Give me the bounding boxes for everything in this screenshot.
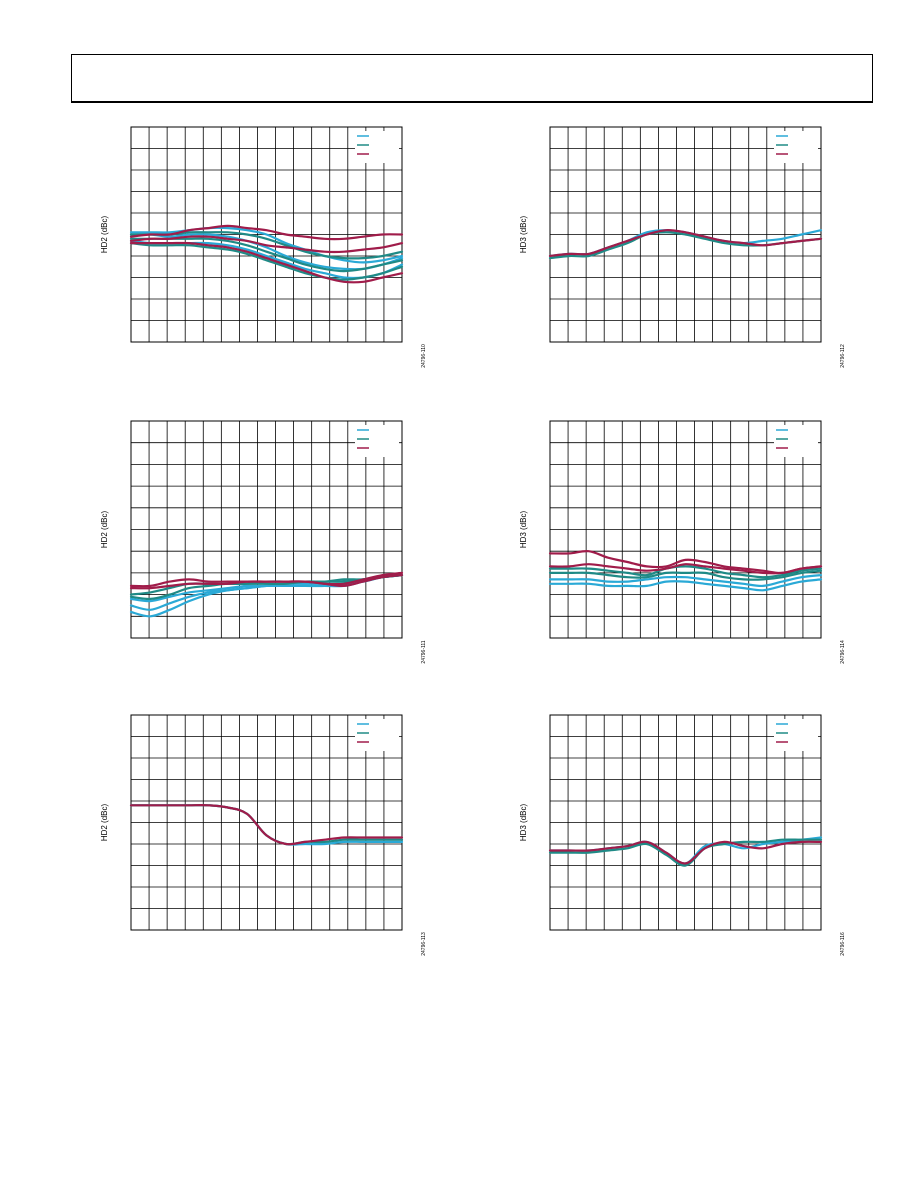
series-line-9 <box>129 241 404 284</box>
figure-code: 24796-110 <box>421 344 427 368</box>
series-line-3 <box>548 229 823 258</box>
page-header-box <box>71 54 873 103</box>
series-line-1 <box>548 574 823 588</box>
chart-2: HD3 (dBc) 24796-112 <box>519 126 846 368</box>
figure-code: 24796-111 <box>421 640 427 663</box>
series-line-3 <box>129 804 404 846</box>
chart-6: HD3 (dBc) 24796-116 <box>519 714 846 956</box>
y-axis-label: HD2 (dBc) <box>100 215 109 253</box>
series-line-6 <box>129 242 404 281</box>
figure-code: 24796-113 <box>421 932 427 956</box>
chart-1: HD2 (dBc) 24796-110 <box>100 126 427 368</box>
series-line-6 <box>548 563 823 575</box>
y-axis-label: HD3 (dBc) <box>519 803 528 841</box>
y-axis-label: HD2 (dBc) <box>100 803 109 841</box>
series-line-8 <box>129 235 404 254</box>
chart-5: HD2 (dBc) 24796-113 <box>100 714 427 956</box>
chart-3: HD2 (dBc) 24796-111 <box>100 420 427 664</box>
series-line-1 <box>129 226 404 264</box>
figure-code: 24796-112 <box>840 344 846 368</box>
series-line-3 <box>548 840 823 865</box>
y-axis-label: HD3 (dBc) <box>519 215 528 253</box>
series-line-7 <box>129 574 404 590</box>
series-line-4 <box>548 569 823 581</box>
y-axis-label: HD2 (dBc) <box>100 510 109 548</box>
series-line-2 <box>548 578 823 592</box>
chart-4: HD3 (dBc) 24796-114 <box>519 420 846 664</box>
series-line-2 <box>548 838 823 867</box>
figure-code: 24796-114 <box>840 640 846 664</box>
series-line-3 <box>548 565 823 579</box>
y-axis-label: HD3 (dBc) <box>519 510 528 548</box>
figure-code: 24796-116 <box>840 932 846 956</box>
series-line-7 <box>129 224 404 241</box>
